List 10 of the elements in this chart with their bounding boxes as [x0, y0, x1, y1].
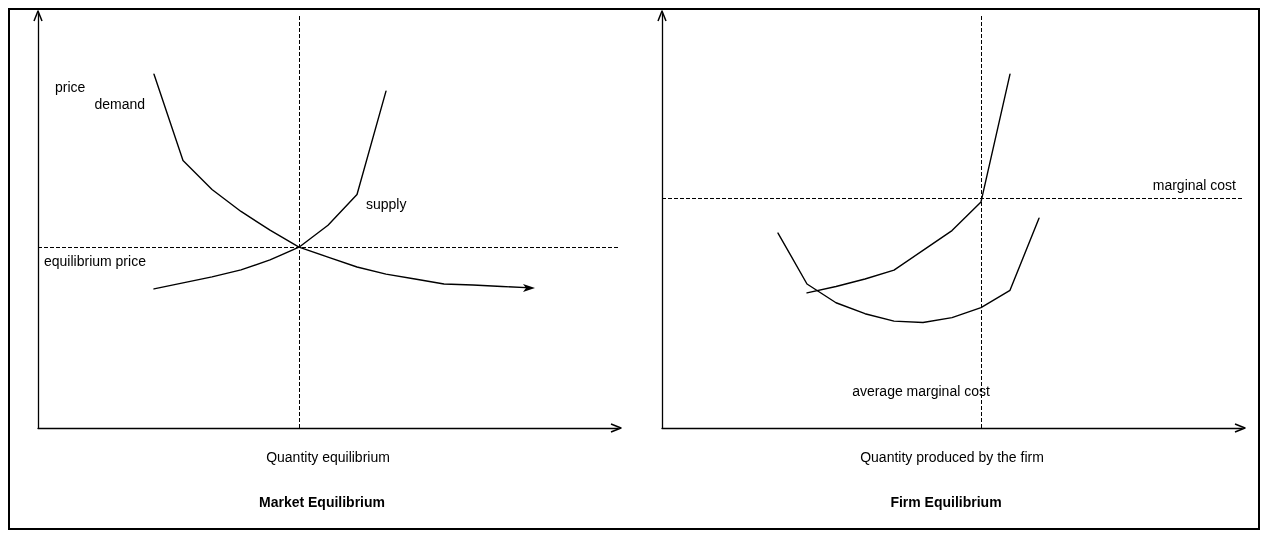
- series-label: supply: [366, 196, 407, 213]
- annotation: average marginal cost: [852, 383, 990, 399]
- x-axis-title: Quantity produced by the firm: [860, 449, 1044, 465]
- text: Market Equilibrium: [258, 494, 386, 510]
- ref-line-label: marginal cost: [1152, 177, 1237, 193]
- ref-line-label: equilibrium price: [44, 252, 147, 269]
- y-axis-title: price: [55, 79, 86, 95]
- x-axis-title: Quantity equilibrium: [266, 449, 390, 465]
- text: Firm Equilibrium: [890, 494, 1002, 510]
- series-label: demand: [94, 96, 145, 113]
